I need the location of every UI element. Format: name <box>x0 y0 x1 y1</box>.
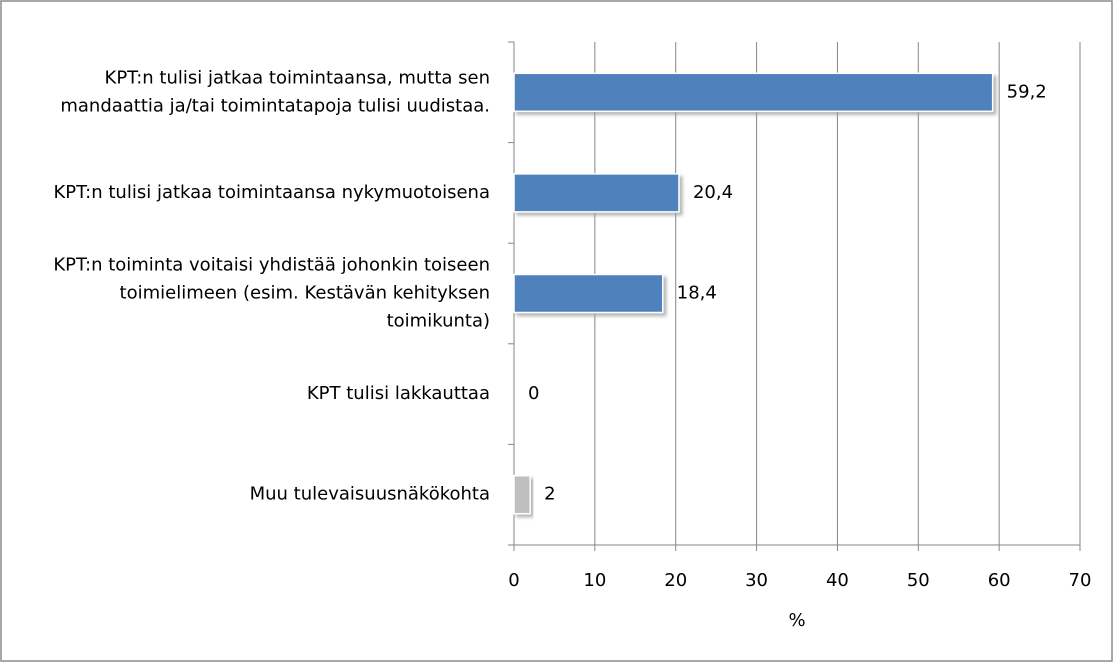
x-tick-label: 70 <box>1069 570 1092 591</box>
y-tick-label: KPT:n tulisi jatkaa toimintaansa, mutta … <box>60 67 490 116</box>
bar <box>513 273 664 314</box>
y-tick-label: KPT tulisi lakkauttaa <box>307 383 490 404</box>
bar <box>513 72 994 113</box>
x-tick-label: 0 <box>508 570 519 591</box>
x-tick-label: 40 <box>826 570 849 591</box>
label-line: KPT:n tulisi jatkaa toimintaansa, mutta … <box>105 67 490 88</box>
x-tick-label: 30 <box>745 570 768 591</box>
x-tick-label: 60 <box>988 570 1011 591</box>
y-tick-label: KPT:n toiminta voitaisi yhdistää johonki… <box>53 255 490 332</box>
x-tick-label: 10 <box>583 570 606 591</box>
value-label: 20,4 <box>693 182 733 203</box>
label-line: Muu tulevaisuusnäkökohta <box>250 484 490 505</box>
y-tick-label: KPT:n tulisi jatkaa toimintaansa nykymuo… <box>54 182 491 203</box>
label-line: KPT:n toiminta voitaisi yhdistää johonki… <box>53 255 490 276</box>
label-line: mandaattia ja/tai toimintatapoja tulisi … <box>60 95 490 116</box>
bar <box>513 474 531 515</box>
label-line: toimikunta) <box>387 311 490 332</box>
value-label: 2 <box>544 484 555 505</box>
bar <box>513 173 680 213</box>
x-tick-label: 20 <box>664 570 687 591</box>
y-tick-label: Muu tulevaisuusnäkökohta <box>250 484 490 505</box>
value-label: 18,4 <box>677 283 717 304</box>
label-line: toimielimeen (esim. Kestävän kehityksen <box>120 283 490 304</box>
value-label: 0 <box>528 383 539 404</box>
x-tick-label: 50 <box>907 570 930 591</box>
label-line: KPT tulisi lakkauttaa <box>307 383 490 404</box>
x-axis-label: % <box>788 610 805 631</box>
label-line: KPT:n tulisi jatkaa toimintaansa nykymuo… <box>54 182 491 203</box>
value-label: 59,2 <box>1007 81 1047 102</box>
